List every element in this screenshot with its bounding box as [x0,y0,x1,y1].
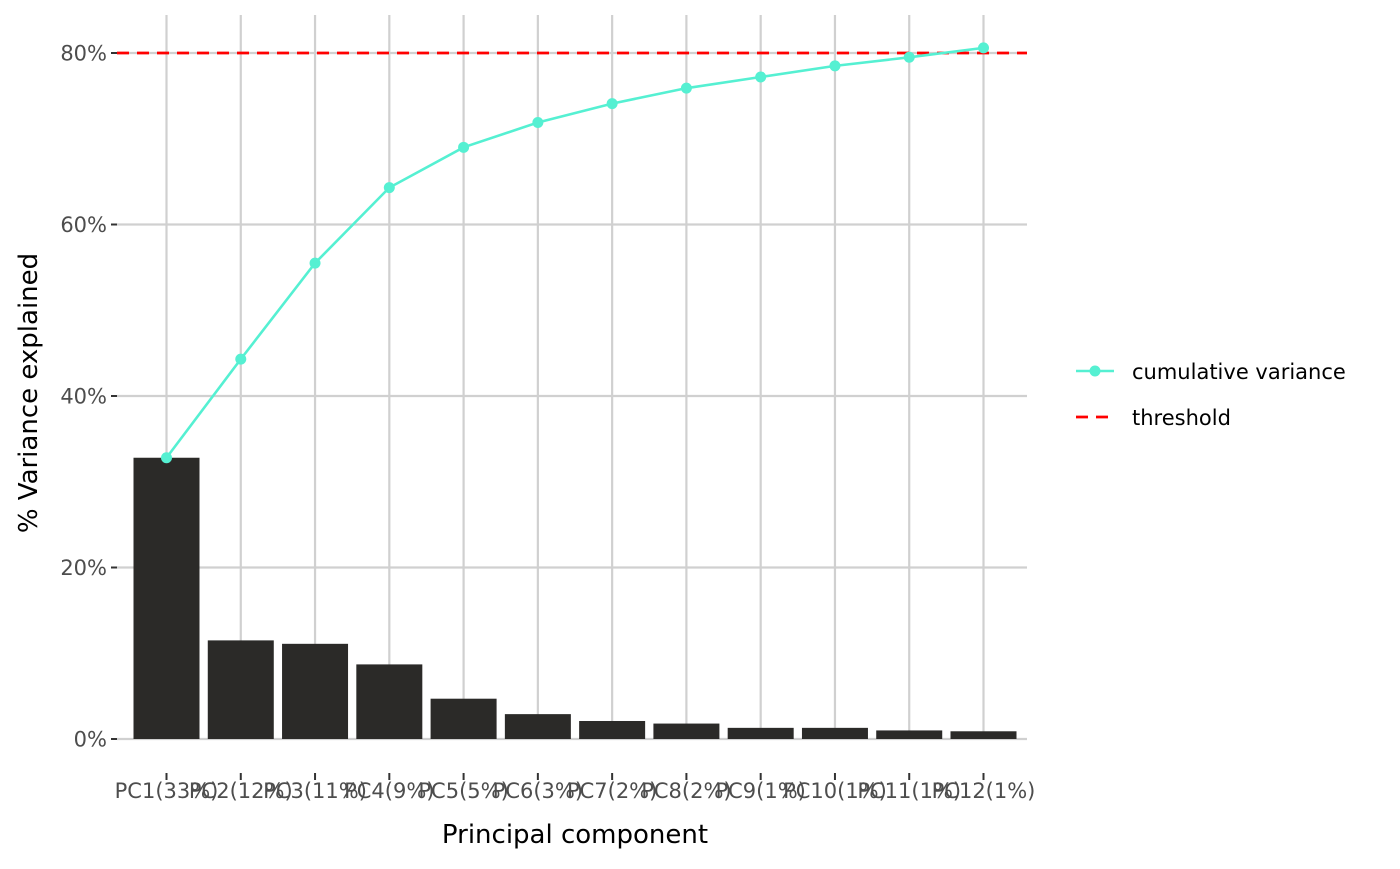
legend-point-swatch [1089,365,1101,377]
y-tick-label: 80% [60,42,107,66]
variance-bar [133,457,200,739]
x-tick-label: PC7(2%) [567,779,657,803]
cumulative-variance-point [532,116,544,128]
variance-bar [579,720,646,739]
variance-bar [653,723,720,739]
x-tick-label: PC5(5%) [418,779,508,803]
x-tick-label: PC11(1%) [857,779,961,803]
cumulative-variance-point [235,353,247,365]
cumulative-variance-point [606,98,618,110]
variance-bar [727,727,794,739]
cumulative-variance-point [309,257,321,269]
legend-label-cumulative: cumulative variance [1132,360,1346,384]
x-tick-label: PC8(2%) [641,779,731,803]
variance-bar [876,730,943,739]
x-tick-label: PC4(9%) [344,779,434,803]
grid-layer [117,15,1027,741]
x-tick-label: PC10(1%) [783,779,887,803]
x-tick-label: PC1(33%) [115,779,219,803]
variance-bar [430,698,497,739]
legend: cumulative variance threshold [1076,360,1346,430]
variance-bar [207,640,274,739]
y-tick-label: 20% [60,556,107,580]
cumulative-variance-point [978,42,989,54]
y-tick-label: 60% [60,213,107,237]
cumulative-variance-point [383,182,395,194]
legend-label-threshold: threshold [1132,406,1231,430]
cumulative-variance-point [829,60,841,72]
y-tick-label: 40% [60,385,107,409]
cumulative-variance-point [755,71,767,83]
cumulative-variance-point [161,452,172,464]
x-tick-label: PC3(11%) [263,779,367,803]
x-axis-title: Principal component [442,820,708,850]
bar-layer [133,457,1017,739]
variance-bar [356,664,423,739]
variance-bar [801,727,868,739]
x-tick-label: PC9(1%) [715,779,805,803]
x-tick-label: PC6(3%) [493,779,583,803]
y-tick-label: 0% [74,728,107,752]
x-tick-label: PC2(12%) [189,779,293,803]
cumulative-variance-point [458,141,470,153]
cumulative-line-layer [161,42,989,464]
y-axis-title: % Variance explained [14,253,44,533]
axis-layer: 0%20%40%60%80%PC1(33%)PC2(12%)PC3(11%)PC… [60,42,1035,804]
variance-bar [950,731,1017,739]
x-tick-label: PC12(1%) [932,779,1036,803]
variance-bar [504,714,571,739]
cumulative-variance-point [903,51,915,63]
variance-bar [282,643,349,739]
cumulative-variance-line [165,46,984,459]
cumulative-variance-point [680,82,692,94]
